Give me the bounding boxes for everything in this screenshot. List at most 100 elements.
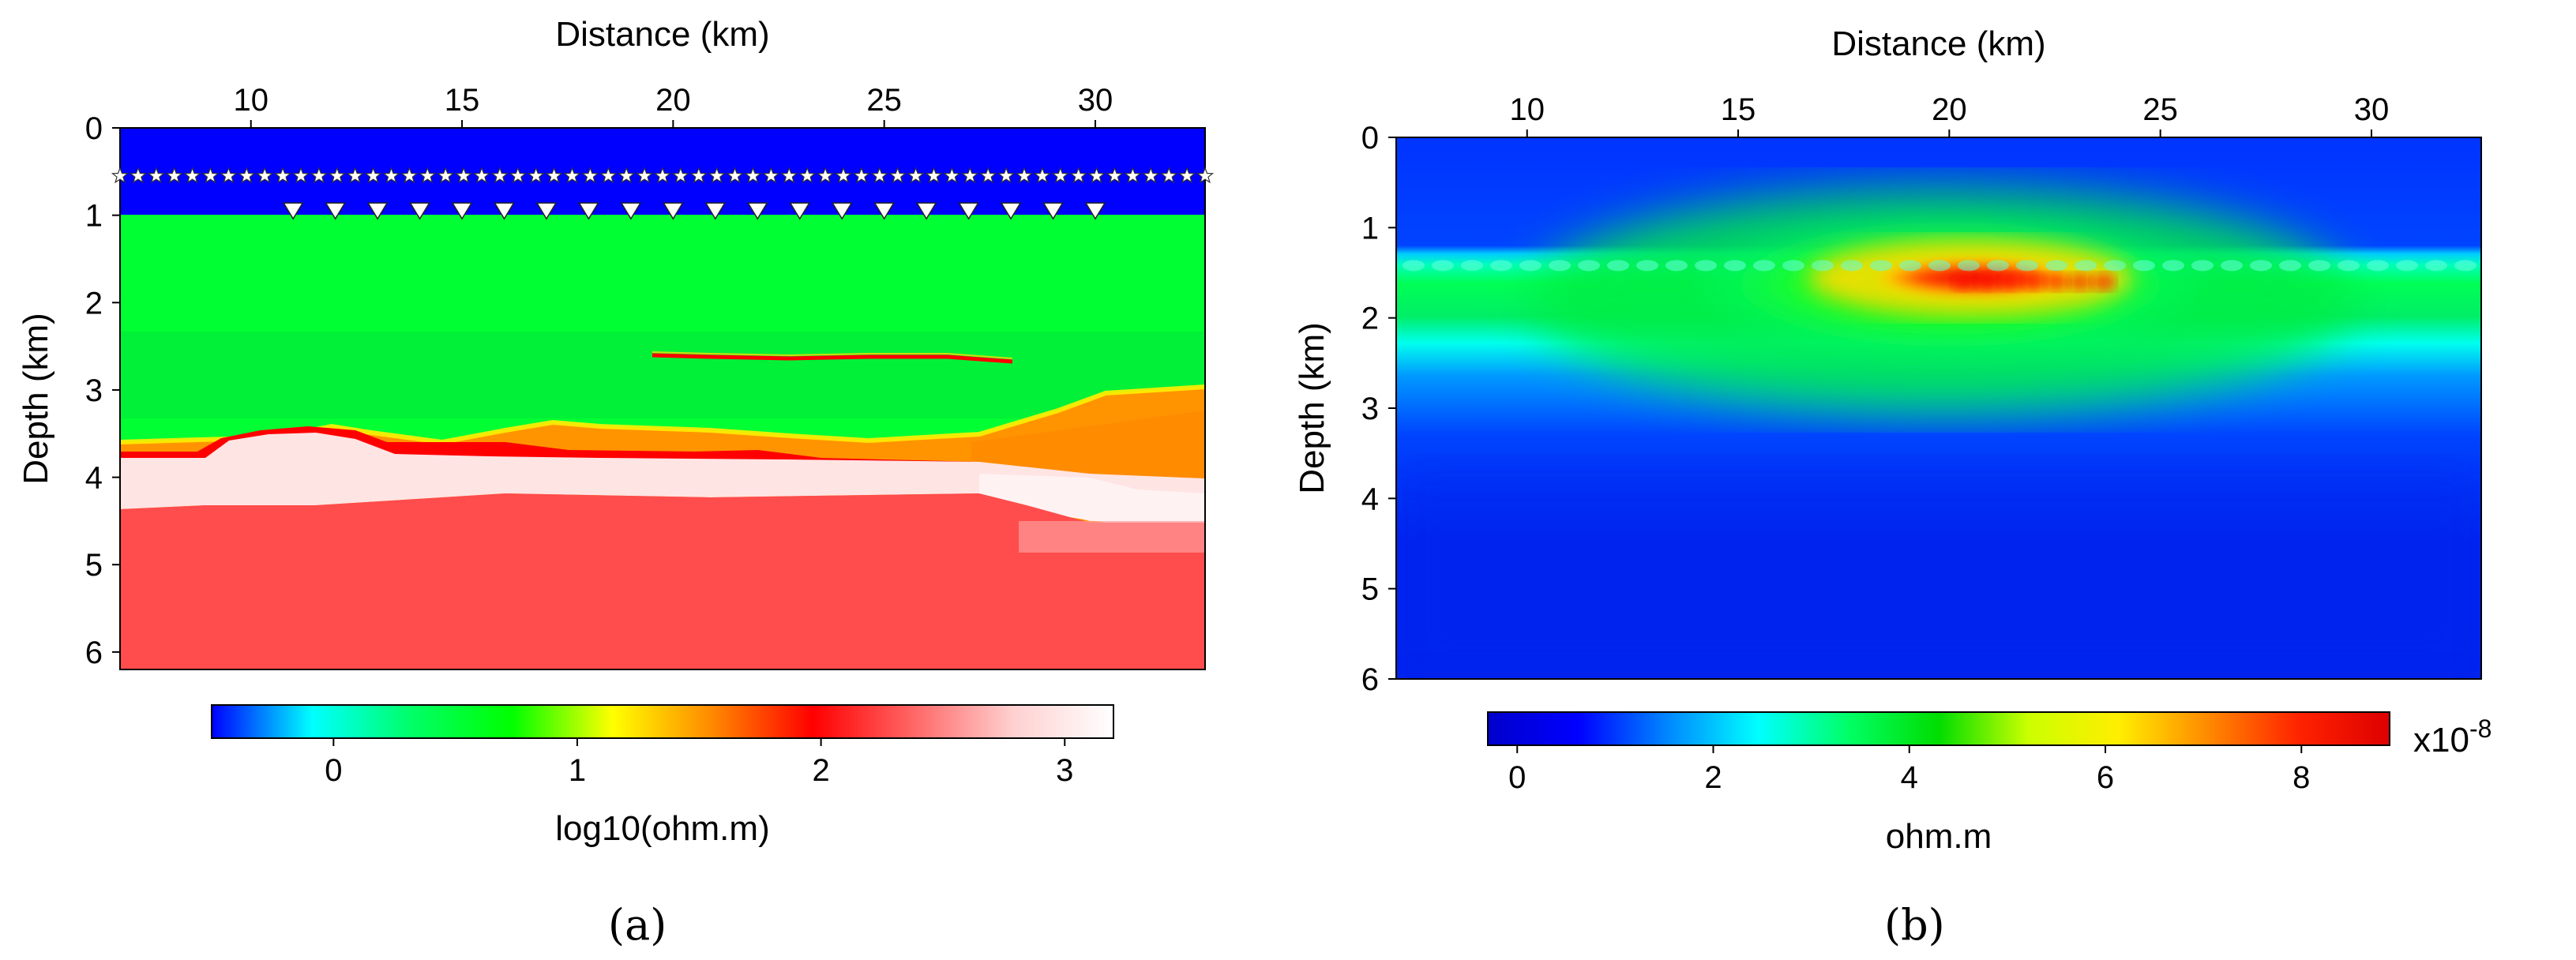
y-tick-label: 2 [1361, 302, 1379, 336]
x-tick-label: 20 [655, 83, 691, 118]
x-tick-label: 30 [2354, 92, 2390, 127]
source-star [1069, 167, 1087, 184]
source-star [907, 167, 925, 184]
sources [111, 167, 1215, 184]
ripple-mark [2016, 260, 2038, 272]
x-tick-label: 25 [2142, 92, 2178, 127]
ripple-mark [2279, 260, 2301, 272]
colorbar-tick-label: 8 [2292, 760, 2310, 795]
source-star [1033, 167, 1052, 184]
colorbar-tick-label: 0 [325, 753, 342, 788]
source-star [708, 167, 726, 184]
x-axis-label: Distance (km) [555, 15, 769, 54]
anomaly-bump [1974, 272, 2000, 291]
colorbar-tick-label: 2 [812, 753, 829, 788]
colorbar-b-scale-base: x10 [2413, 721, 2469, 759]
target-reservoir [652, 353, 1013, 364]
ripple-mark [1724, 260, 1746, 272]
ripple-mark [1841, 260, 1863, 272]
colorbar-tick-label: 4 [1901, 760, 1918, 795]
y-tick-label: 5 [1361, 572, 1379, 607]
source-star [165, 167, 183, 184]
colorbar-tick-label: 2 [1704, 760, 1722, 795]
source-star [400, 167, 419, 184]
receiver-triangle [325, 202, 346, 220]
source-star [816, 167, 835, 184]
x-tick-label: 10 [233, 83, 268, 118]
colorbar-a-label: log10(ohm.m) [555, 809, 769, 848]
y-tick-label: 4 [85, 461, 103, 496]
basement-lower [1019, 521, 1205, 553]
source-star [888, 167, 907, 184]
source-star [618, 167, 636, 184]
ripple-mark [1578, 260, 1600, 272]
source-star [653, 167, 672, 184]
ripple-mark [2133, 260, 2155, 272]
source-star [545, 167, 563, 184]
anomaly-bump [2067, 272, 2093, 291]
y-tick-label: 6 [1361, 662, 1379, 697]
source-star [1160, 167, 1178, 184]
ripple-mark [1607, 260, 1629, 272]
receiver-triangle [366, 202, 389, 220]
source-star [310, 167, 329, 184]
colorbar-b-label: ohm.m [1886, 817, 1992, 856]
source-star [1196, 167, 1215, 184]
receiver-triangle [578, 202, 599, 220]
anomaly-bump [2021, 272, 2047, 291]
receivers [282, 202, 1106, 220]
x-tick-label: 15 [1721, 92, 1756, 127]
surface-ripples [1403, 260, 2476, 291]
receiver-triangle [915, 202, 937, 220]
source-star [1106, 167, 1124, 184]
source-star [925, 167, 943, 184]
y-axis-label: Depth (km) [1293, 322, 1331, 494]
ripple-mark [2396, 260, 2418, 272]
anomaly-bump [2090, 272, 2116, 291]
x-axis-ticks: 10 15 20 25 30 [233, 83, 1113, 128]
source-star [689, 167, 708, 184]
source-star [1087, 167, 1106, 184]
receiver-triangle [1000, 202, 1022, 220]
source-star [291, 167, 310, 184]
source-star [364, 167, 382, 184]
ripple-mark [1695, 260, 1717, 272]
receiver-triangle [831, 202, 853, 220]
source-star [472, 167, 491, 184]
receiver-triangle [535, 202, 558, 220]
x-tick-label: 30 [1078, 83, 1113, 118]
source-star [997, 167, 1016, 184]
source-star [581, 167, 599, 184]
anomaly-bump [2044, 272, 2070, 291]
source-star [744, 167, 762, 184]
source-star [147, 167, 165, 184]
ripple-mark [2425, 260, 2447, 272]
ripple-mark [1403, 260, 1425, 272]
source-star [490, 167, 509, 184]
source-star [726, 167, 744, 184]
source-star [870, 167, 888, 184]
source-star [979, 167, 997, 184]
ripple-mark [2104, 260, 2126, 272]
ripple-mark [1782, 260, 1804, 272]
colorbar-tick-label: 1 [569, 753, 586, 788]
y-tick-label: 6 [85, 636, 103, 670]
source-star [129, 167, 148, 184]
source-star [437, 167, 455, 184]
receiver-triangle [494, 202, 515, 220]
ripple-mark [1987, 260, 2009, 272]
ripple-mark [1665, 260, 1688, 272]
ripple-mark [2221, 260, 2243, 272]
source-star [943, 167, 961, 184]
y-tick-label: 1 [1361, 211, 1379, 246]
y-tick-label: 0 [85, 111, 103, 146]
receiver-triangle [620, 202, 642, 220]
x-axis-ticks: 10 15 20 25 30 [1509, 92, 2389, 137]
ripple-mark [2308, 260, 2330, 272]
source-star [1124, 167, 1142, 184]
colorbar-b-ticks: 0 2 4 6 8 [1508, 745, 2310, 795]
panel-b-label: (b) [1884, 900, 1945, 950]
colorbar-b-scale-exponent: -8 [2469, 714, 2492, 743]
panel-a-label: (a) [608, 900, 667, 950]
target-outline [652, 351, 1013, 359]
